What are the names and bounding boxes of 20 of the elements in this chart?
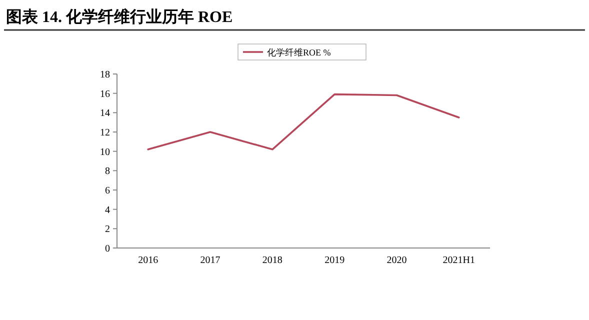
x-tick-label: 2016: [138, 255, 158, 266]
x-tick-label: 2017: [200, 255, 220, 266]
x-tick-label: 2021H1: [442, 255, 476, 266]
x-tick-label: 2018: [262, 255, 282, 266]
y-tick-label: 2: [105, 224, 110, 236]
y-tick-label: 10: [100, 146, 110, 158]
legend-label: 化学纤维ROE %: [267, 48, 332, 58]
legend: 化学纤维ROE %: [238, 44, 366, 60]
y-tick-label: 18: [100, 70, 110, 80]
y-tick-label: 0: [105, 244, 110, 254]
x-tick-label: 2020: [386, 255, 407, 266]
y-tick-label: 6: [105, 186, 110, 196]
line-series: [147, 93, 460, 150]
x-tick-label: 2019: [324, 255, 345, 266]
y-tick-label: 4: [105, 204, 110, 216]
y-tick-label: 14: [100, 108, 110, 120]
chart-title: 图表 14. 化学纤维行业历年 ROE: [6, 8, 233, 26]
y-tick-label: 12: [100, 128, 110, 138]
y-tick-label: 16: [100, 88, 110, 100]
y-tick-label: 8: [105, 166, 110, 178]
